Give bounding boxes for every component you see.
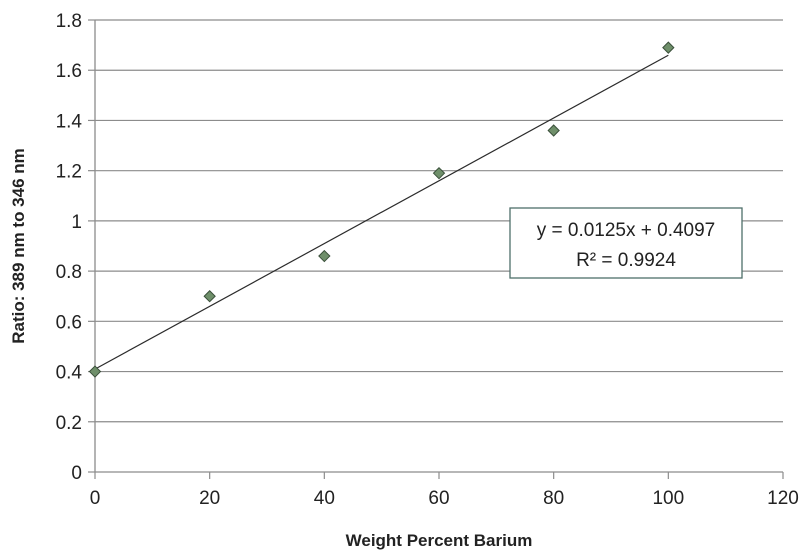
y-tick-label: 1.6 bbox=[56, 61, 82, 82]
y-tick-label: 0 bbox=[71, 463, 82, 484]
y-tick-label: 0.2 bbox=[56, 413, 82, 434]
data-point bbox=[318, 249, 331, 263]
data-point bbox=[662, 41, 675, 54]
r-squared-label: R² = 0.9924 bbox=[576, 250, 676, 271]
data-point bbox=[88, 365, 102, 378]
y-tick-label: 0.8 bbox=[56, 262, 82, 283]
x-tick-label: 120 bbox=[767, 488, 799, 509]
equation-box: y = 0.0125x + 0.4097 R² = 0.9924 bbox=[509, 207, 743, 279]
x-tick-label: 0 bbox=[90, 488, 101, 509]
y-tick-label: 1.2 bbox=[56, 162, 82, 183]
y-axis-title: Ratio: 389 nm to 346 nm bbox=[9, 148, 28, 344]
trendline bbox=[94, 54, 669, 370]
x-tick-label: 80 bbox=[543, 488, 564, 509]
data-point bbox=[203, 290, 216, 303]
data-points bbox=[88, 41, 675, 378]
trendline-equation: y = 0.0125x + 0.4097 bbox=[537, 220, 716, 241]
y-tick-label: 0.6 bbox=[56, 312, 82, 333]
trendline-group bbox=[94, 54, 669, 370]
y-tick-label: 1 bbox=[71, 212, 82, 233]
x-tick-label: 40 bbox=[314, 488, 335, 509]
x-tick-label: 100 bbox=[652, 488, 684, 509]
x-tick-label: 20 bbox=[199, 488, 220, 509]
data-point bbox=[547, 124, 560, 137]
y-tick-label: 1.8 bbox=[56, 11, 82, 32]
x-tick-label: 60 bbox=[428, 488, 449, 509]
y-tick-labels: 0 0.2 0.4 0.6 0.8 1 1.2 1.4 1.6 1.8 bbox=[56, 11, 83, 484]
equation-box-frame bbox=[509, 207, 743, 279]
x-axis-title: Weight Percent Barium bbox=[346, 531, 533, 550]
y-tick-label: 0.4 bbox=[56, 363, 83, 384]
data-point bbox=[432, 166, 446, 180]
y-tick-label: 1.4 bbox=[56, 111, 83, 132]
x-tick-labels: 0 20 40 60 80 100 120 bbox=[90, 488, 799, 509]
